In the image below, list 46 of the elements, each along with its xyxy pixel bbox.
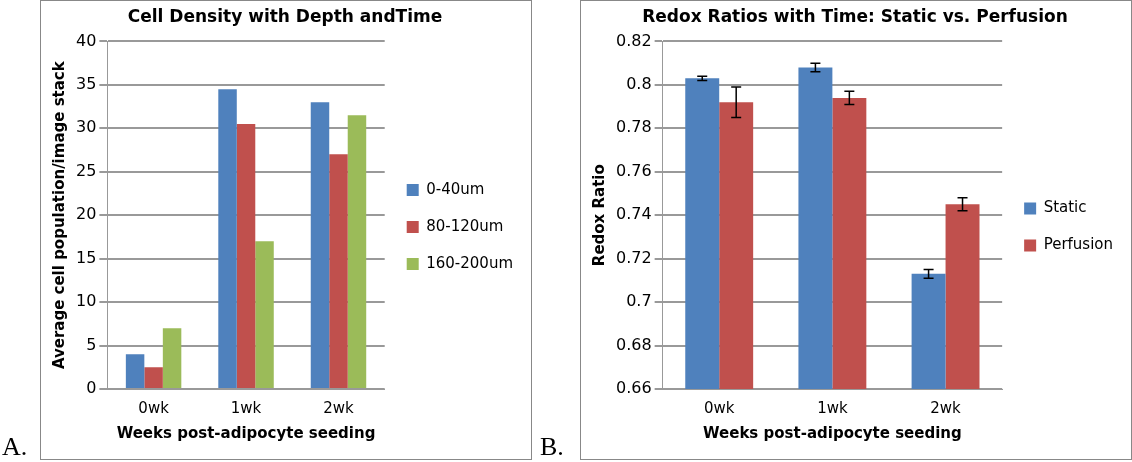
y-tick-label: 40 — [76, 30, 97, 50]
bar — [162, 328, 182, 388]
y-tick-label: 0.8 — [626, 74, 652, 94]
y-tick-label: 0.78 — [616, 117, 652, 137]
x-tick-label: 2wk — [323, 398, 355, 417]
bar — [125, 354, 145, 388]
y-tick-label: 25 — [76, 160, 97, 180]
chart-title: Redox Ratios with Time: Static vs. Perfusion — [642, 5, 1068, 26]
x-tick-label: 1wk — [230, 398, 262, 417]
chart-title: Cell Density with Depth andTime — [127, 5, 443, 26]
y-tick-label: 0 — [86, 378, 97, 398]
text: B. — [540, 432, 564, 462]
y-tick-label: 30 — [76, 117, 97, 137]
y-tick-label: 0.68 — [616, 334, 652, 354]
y-tick-label: 0.7 — [626, 291, 652, 311]
y-tick-label: 35 — [76, 74, 97, 94]
bar — [329, 154, 348, 388]
legend-label: 80-120um — [426, 216, 504, 235]
x-tick-label: 0wk — [703, 398, 735, 417]
legend-label: Perfusion — [1043, 235, 1114, 254]
y-tick-label: 5 — [86, 334, 97, 354]
y-tick-label: 0.66 — [616, 378, 652, 398]
x-axis-title: Weeks post-adipocyte seeding — [703, 423, 962, 442]
x-tick-label: 0wk — [138, 398, 170, 417]
y-tick-label: 20 — [76, 204, 97, 224]
x-tick-label: 2wk — [930, 398, 962, 417]
y-tick-label: 10 — [76, 291, 97, 311]
legend-label: Static — [1043, 198, 1087, 217]
y-tick-label: 15 — [76, 247, 97, 267]
bar — [255, 241, 274, 388]
legend-label: 160-200um — [426, 253, 513, 272]
y-tick-label: 0.72 — [616, 247, 652, 267]
text: A. — [2, 432, 28, 462]
x-tick-label: 1wk — [817, 398, 848, 417]
y-tick-label: 0.74 — [616, 204, 652, 224]
bar — [218, 89, 237, 388]
legend-label: 0-40um — [426, 179, 485, 198]
y-axis-title: Redox Ratio — [589, 164, 608, 267]
bar — [310, 102, 330, 388]
y-axis-title: Average cell population/image stack — [49, 60, 68, 370]
bar — [144, 367, 163, 388]
y-tick-label: 0.82 — [616, 30, 652, 50]
y-tick-label: 0.76 — [616, 160, 652, 180]
bar — [347, 115, 367, 388]
x-axis-title: Weeks post-adipocyte seeding — [116, 423, 376, 442]
bar — [236, 123, 256, 388]
